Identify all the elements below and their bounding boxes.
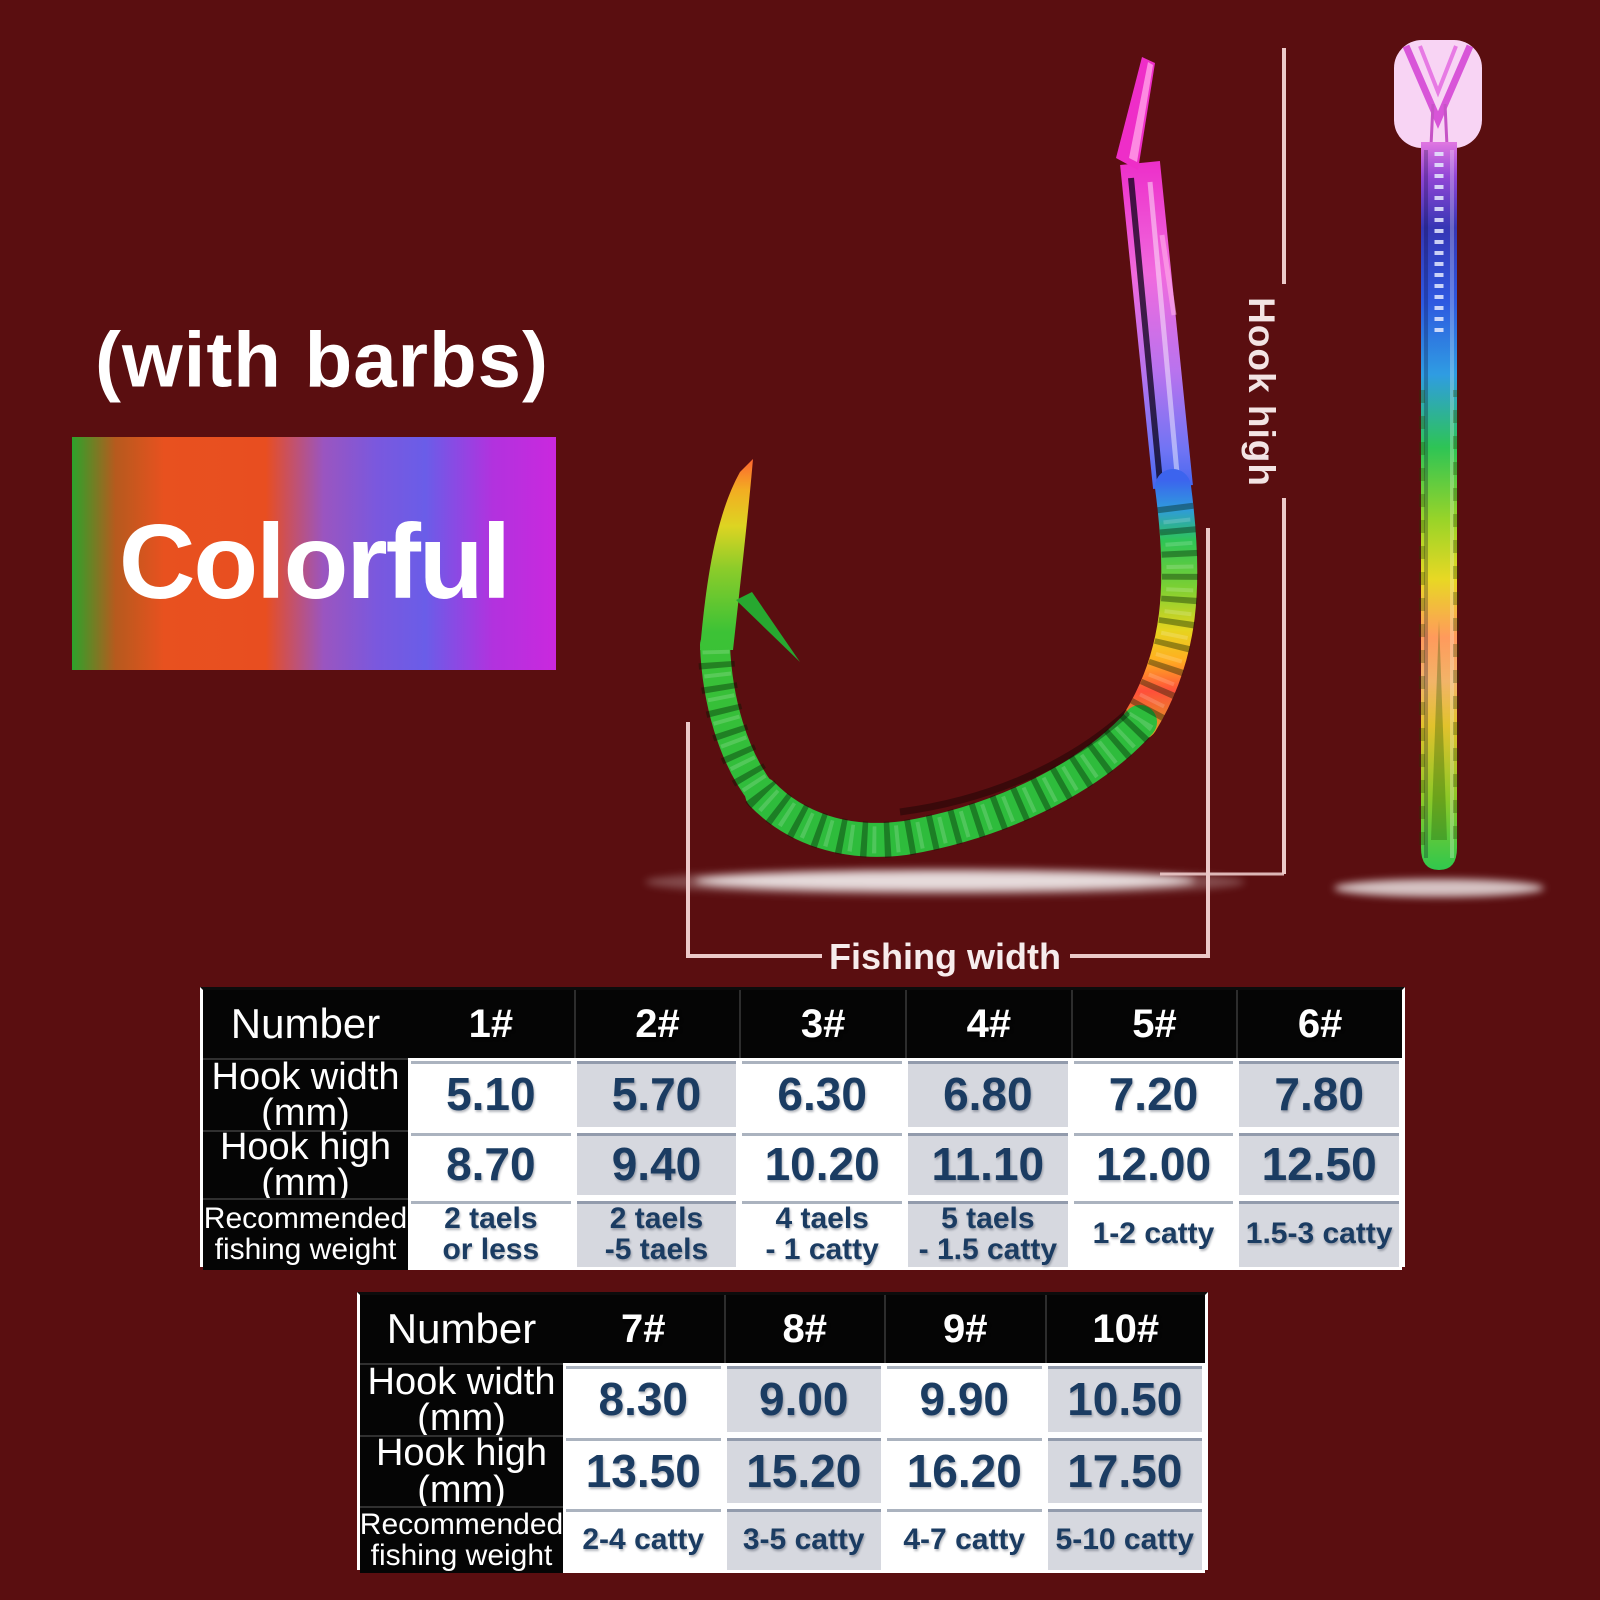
row-label-hook-high: Hook high (mm) [360, 1434, 563, 1509]
spec-cell: 4-7 catty [884, 1506, 1045, 1573]
hook-inner-shadow [899, 709, 1131, 816]
hook-bend-bottom [745, 705, 1157, 857]
spec-cell: 11.10 [905, 1130, 1071, 1198]
hook-segment-bands-dark [698, 502, 1199, 858]
spec-cell: 5.70 [573, 1058, 740, 1130]
column-header: 7# [563, 1295, 724, 1363]
spec-cell: 10.20 [739, 1130, 905, 1198]
spec-cell: 1.5-3 catty [1236, 1198, 1402, 1270]
hook-barb [736, 592, 800, 662]
side-hook-icon [1394, 40, 1482, 870]
table-corner-label: Number [203, 990, 408, 1058]
table-corner-label: Number [360, 1295, 563, 1363]
spec-cell: 9.90 [884, 1363, 1045, 1435]
spec-cell: 4 taels - 1 catty [739, 1198, 905, 1270]
colorful-label: Colorful [118, 503, 511, 621]
spec-cell: 6.30 [739, 1058, 905, 1130]
spec-cell: 12.50 [1236, 1130, 1402, 1198]
spec-cell: 17.50 [1044, 1435, 1205, 1506]
shank-dark-streak [1128, 177, 1163, 483]
spec-cell: 7.20 [1070, 1058, 1237, 1130]
spec-cell: 5 taels - 1.5 catty [905, 1198, 1071, 1270]
column-header: 5# [1070, 990, 1237, 1058]
column-header: 10# [1044, 1295, 1205, 1363]
side-hook-spade-v [1402, 44, 1474, 129]
hook-bend-left [700, 630, 777, 809]
spec-cell: 8.70 [408, 1130, 574, 1198]
row-label-hook-high: Hook high (mm) [203, 1128, 408, 1202]
main-hook-icon [698, 57, 1199, 858]
spec-table-sizes-1-6: Number 1# 2# 3# 4# 5# 6# Hook width (mm)… [200, 987, 1405, 1270]
column-header: 2# [573, 990, 740, 1058]
row-label-recommended-weight: Recommended fishing weight [203, 1198, 408, 1270]
hook-high-dimension-label: Hook high [1241, 297, 1282, 487]
with-barbs-label: (with barbs) [95, 315, 549, 404]
colorful-banner: Colorful [72, 437, 556, 670]
dimension-lines [686, 48, 1286, 958]
row-label-hook-width: Hook width (mm) [203, 1058, 408, 1132]
spec-cell: 2-4 catty [563, 1506, 724, 1573]
spec-cell: 3-5 catty [723, 1506, 884, 1573]
hook-point [700, 459, 753, 650]
spec-cell: 9.00 [723, 1363, 884, 1435]
column-header: 9# [884, 1295, 1045, 1363]
column-header: 3# [739, 990, 905, 1058]
ground-glow [645, 868, 1544, 897]
fishing-width-dimension-label: Fishing width [829, 936, 1061, 977]
shank-highlight [1147, 181, 1181, 485]
spec-cell: 15.20 [723, 1435, 884, 1506]
hook-shank [1120, 160, 1193, 490]
spec-cell: 13.50 [563, 1435, 724, 1506]
column-header: 8# [723, 1295, 884, 1363]
spec-cell: 1-2 catty [1070, 1198, 1237, 1270]
spec-cell: 9.40 [573, 1130, 740, 1198]
spec-cell: 12.00 [1070, 1130, 1237, 1198]
hook-spade-highlight [1129, 62, 1153, 162]
row-label-hook-width: Hook width (mm) [360, 1363, 563, 1437]
hook-segment-bands-light [702, 503, 1194, 854]
column-header: 1# [408, 990, 574, 1058]
column-header: 6# [1236, 990, 1402, 1058]
column-header: 4# [905, 990, 1071, 1058]
spec-cell: 2 taels -5 taels [573, 1198, 740, 1270]
spec-cell: 16.20 [884, 1435, 1045, 1506]
spec-cell: 5.10 [408, 1058, 574, 1130]
side-hook-spade-inner-v [1418, 45, 1458, 98]
spec-cell: 8.30 [563, 1363, 724, 1435]
spec-table-sizes-7-10: Number 7# 8# 9# 10# Hook width (mm) 8.30… [357, 1292, 1208, 1573]
shank-facet [1159, 234, 1177, 316]
spec-cell: 5-10 catty [1044, 1506, 1205, 1573]
spec-cell: 6.80 [905, 1058, 1071, 1130]
row-label-recommended-weight: Recommended fishing weight [359, 1506, 564, 1573]
spec-cell: 7.80 [1236, 1058, 1402, 1130]
spec-cell: 2 taels or less [408, 1198, 574, 1270]
side-hook-spade-stem [1429, 103, 1449, 147]
spec-cell: 10.50 [1044, 1363, 1205, 1435]
side-hook-taper-shadow [1431, 620, 1447, 840]
hook-bend-right [1122, 469, 1198, 740]
